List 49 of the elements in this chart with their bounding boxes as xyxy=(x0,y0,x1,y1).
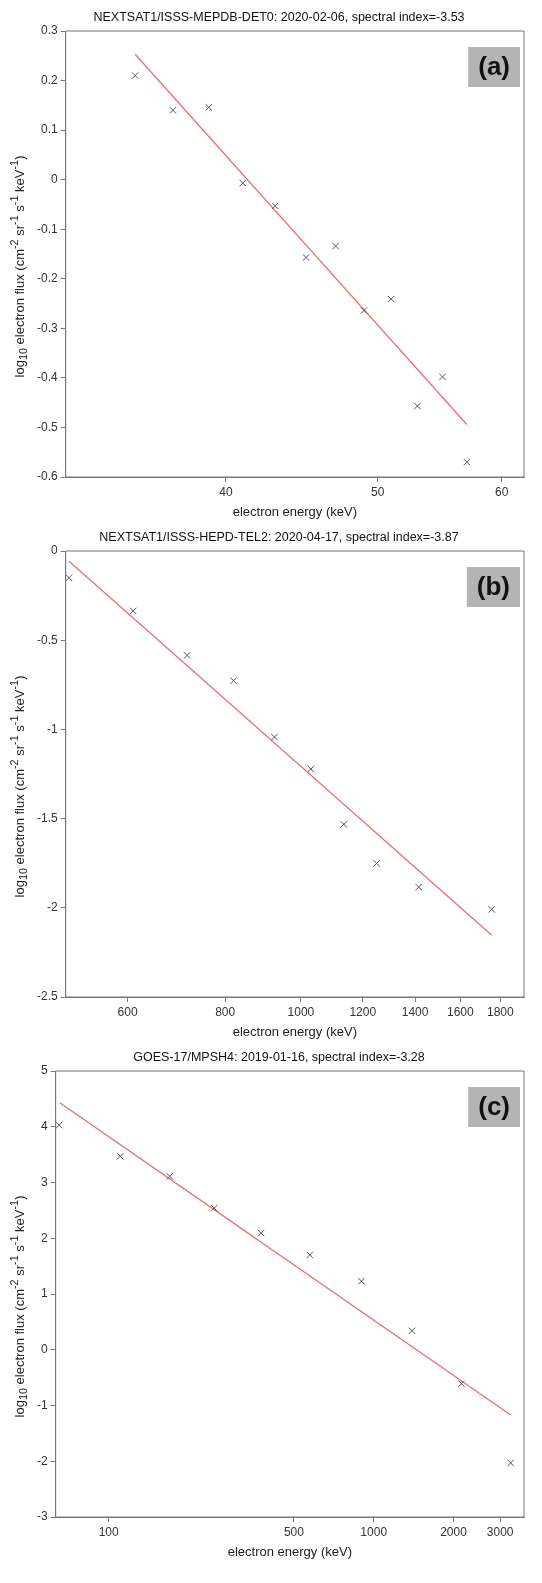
y-tick-label: 0.3 xyxy=(40,23,58,38)
chart-title: NEXTSAT1/ISSS-HEPD-TEL2: 2020-04-17, spectral index=-3.87 xyxy=(99,529,459,544)
y-tick-label: 0 xyxy=(40,1342,48,1357)
y-tick-label: -0.3 xyxy=(36,320,58,335)
y-tick-label: -1 xyxy=(37,1397,48,1412)
y-tick-label: -0.1 xyxy=(36,221,58,236)
y-tick-label: 2 xyxy=(40,1230,48,1245)
chart-title: NEXTSAT1/ISSS-MEPDB-DET0: 2020-02-06, spectral index=-3.53 xyxy=(93,9,465,24)
y-tick-label: -1.5 xyxy=(36,810,58,825)
annotation: (c) xyxy=(478,1091,510,1122)
y-tick-label: 4 xyxy=(40,1119,48,1134)
chart-title: GOES-17/MPSH4: 2019-01-16, spectral index=-3.28 xyxy=(133,1049,425,1064)
x-tick-label: 60 xyxy=(495,484,509,499)
annotation: (b) xyxy=(476,571,510,602)
x-tick-label: 3000 xyxy=(486,1524,514,1539)
y-tick-label: -3 xyxy=(37,1509,48,1524)
y-tick-label: 0.2 xyxy=(40,72,58,87)
y-tick-label: -0.5 xyxy=(36,419,58,434)
x-axis-title: electron energy (keV) xyxy=(232,1023,357,1039)
y-tick-label: -0.6 xyxy=(36,469,58,484)
x-tick-label: 600 xyxy=(117,1004,138,1019)
x-tick-label: 100 xyxy=(98,1524,119,1539)
y-tick-label: -1 xyxy=(47,721,58,736)
x-tick-label: 1000 xyxy=(287,1004,315,1019)
x-tick-label: 50 xyxy=(371,484,385,499)
x-tick-label: 1400 xyxy=(401,1004,429,1019)
x-tick-label: 1200 xyxy=(349,1004,377,1019)
y-tick-label: 5 xyxy=(40,1063,48,1078)
x-tick-label: 800 xyxy=(215,1004,236,1019)
y-tick-label: -2.5 xyxy=(36,989,58,1004)
y-tick-label: -0.2 xyxy=(36,271,58,286)
y-tick-label: 0 xyxy=(50,171,58,186)
y-tick-label: 3 xyxy=(40,1174,48,1189)
y-tick-label: -0.4 xyxy=(36,370,58,385)
x-axis-title: electron energy (keV) xyxy=(232,503,357,519)
x-tick-label: 1800 xyxy=(486,1004,515,1019)
x-tick-label: 1000 xyxy=(360,1524,388,1539)
x-tick-label: 1600 xyxy=(447,1004,475,1019)
y-tick-label: 0.1 xyxy=(40,122,58,137)
annotation: (a) xyxy=(478,51,510,82)
y-tick-label: -0.5 xyxy=(36,632,58,647)
y-tick-label: -2 xyxy=(37,1453,48,1468)
y-tick-label: 0 xyxy=(50,543,58,558)
x-tick-label: 500 xyxy=(283,1524,305,1539)
x-tick-label: 40 xyxy=(219,484,233,499)
x-tick-label: 2000 xyxy=(440,1524,468,1539)
y-tick-label: -2 xyxy=(47,900,58,915)
y-tick-label: 1 xyxy=(40,1286,48,1301)
x-axis-title: electron energy (keV) xyxy=(227,1543,352,1559)
